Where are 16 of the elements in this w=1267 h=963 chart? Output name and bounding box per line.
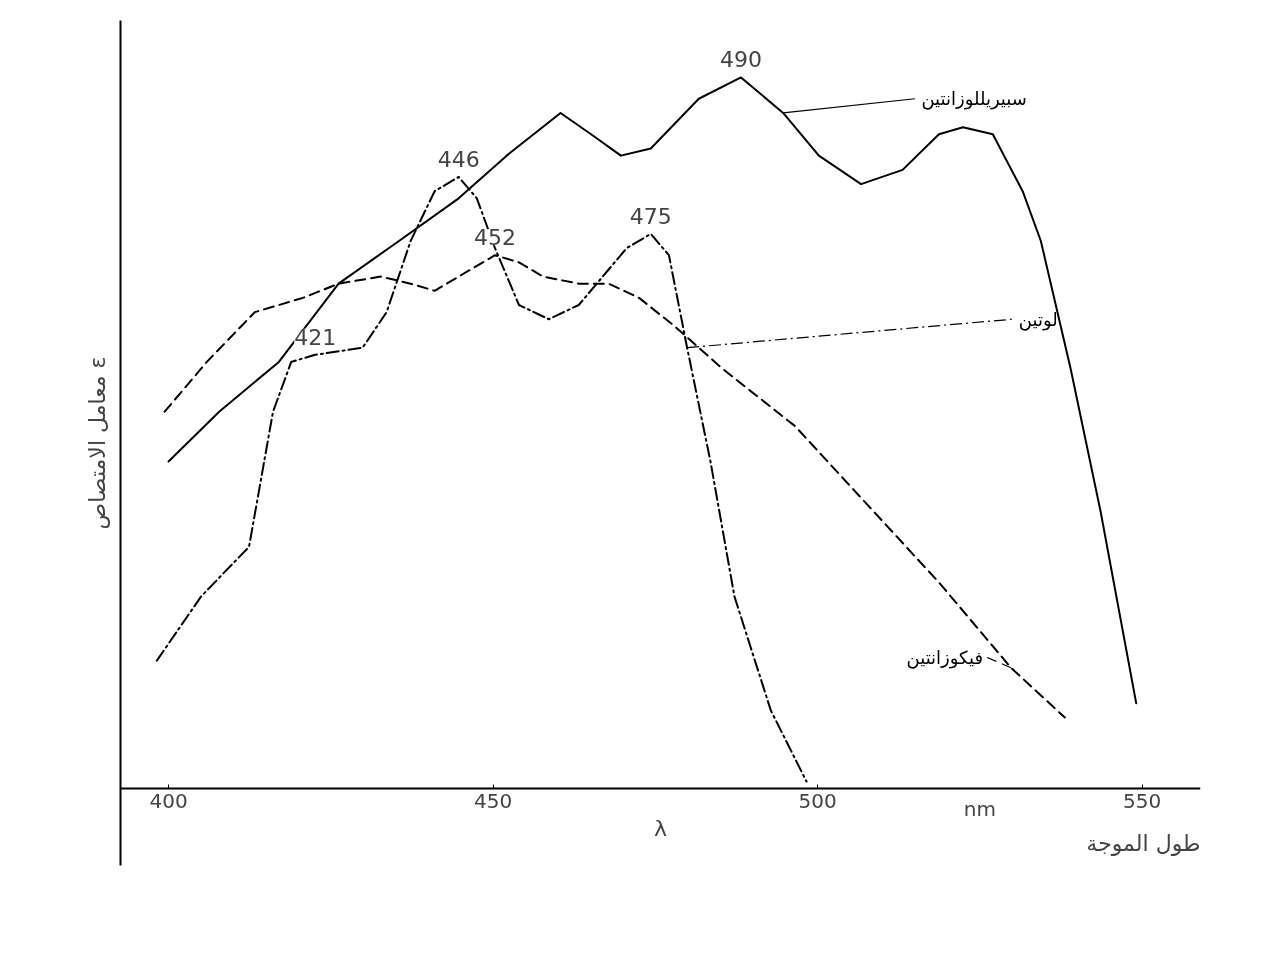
x-tick-label: 400 [149,788,188,813]
x-tick-label: 550 [1123,788,1162,813]
x-axis-title: λ [653,815,668,841]
x-tick-label: 500 [798,788,837,813]
x-tick-label: 450 [473,788,513,813]
annotation: 475 [629,203,672,229]
series-label: سبيريللوزانتين [921,88,1027,111]
annotation: 446 [437,146,480,172]
text: nm [963,796,996,821]
text: طول الموجة [1086,830,1201,856]
legend-label: فيكوزانتين [906,646,984,669]
y-axis-title: معامل الامتصاص ε [84,356,111,530]
annotation: 452 [474,225,516,251]
annotation: 490 [719,47,762,73]
text: لوتين [1018,308,1058,331]
annotation: 421 [294,324,337,350]
